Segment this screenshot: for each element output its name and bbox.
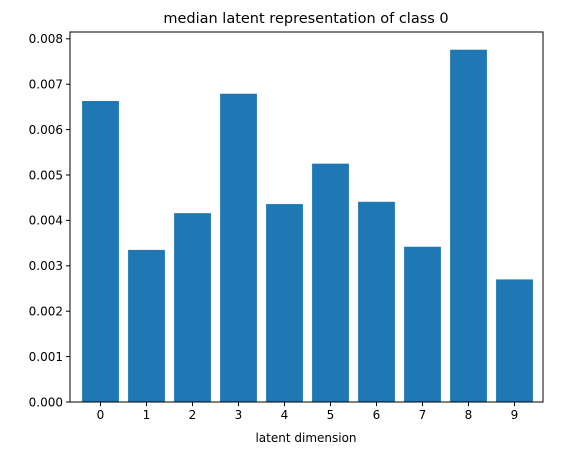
x-tick-label-6: 6 xyxy=(373,408,381,422)
bar-7 xyxy=(404,246,441,402)
y-tick-label-0.004: 0.004 xyxy=(29,214,63,228)
y-tick-label-0.002: 0.002 xyxy=(29,305,63,319)
plot-frame xyxy=(69,31,544,403)
x-tick-label-3: 3 xyxy=(235,408,243,422)
y-tick-label-0.005: 0.005 xyxy=(29,168,63,182)
bar-8 xyxy=(450,49,487,403)
bar-0 xyxy=(82,101,119,402)
x-tick-label-8: 8 xyxy=(465,408,473,422)
x-tick-label-5: 5 xyxy=(327,408,335,422)
y-tick-label-0.007: 0.007 xyxy=(29,78,63,92)
axes-layer: 0 1 2 3 4 5 6 7 8 9 0.000 0.001 0.002 0.003 0.004 0.005… xyxy=(29,31,544,422)
bar-1 xyxy=(128,249,165,402)
bar-3 xyxy=(220,93,257,403)
y-tick-label-0.006: 0.006 xyxy=(29,123,63,137)
x-tick-label-4: 4 xyxy=(281,408,289,422)
x-tick-label-2: 2 xyxy=(189,408,197,422)
x-tick-label-1: 1 xyxy=(143,408,151,422)
chart-title: median latent representation of class 0 xyxy=(163,11,448,27)
x-tick-label-7: 7 xyxy=(419,408,427,422)
bar-4 xyxy=(266,204,303,402)
y-tick-label-0.003: 0.003 xyxy=(29,259,63,273)
y-tick-label-0.008: 0.008 xyxy=(29,32,63,46)
bar-2 xyxy=(174,213,211,402)
x-tick-label-0: 0 xyxy=(97,408,105,422)
bar-6 xyxy=(358,201,395,402)
x-tick-label-9: 9 xyxy=(511,408,519,422)
x-axis-label: latent dimension xyxy=(255,431,356,445)
bars-layer xyxy=(82,49,533,403)
bar-9 xyxy=(496,279,533,402)
y-tick-label-0.001: 0.001 xyxy=(29,350,63,364)
bar-5 xyxy=(312,163,349,402)
y-tick-label-0.000: 0.000 xyxy=(29,395,63,409)
